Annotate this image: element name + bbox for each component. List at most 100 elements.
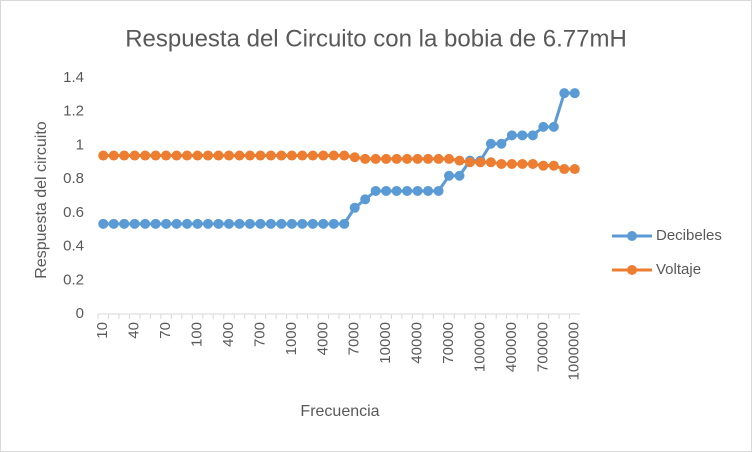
x-tick-label: 40: [126, 322, 143, 339]
point: [161, 218, 172, 229]
point: [265, 218, 276, 229]
point: [171, 218, 182, 229]
point: [328, 150, 339, 161]
y-tick-label: 1: [76, 136, 84, 153]
point: [538, 160, 549, 171]
y-tick-label: 0.4: [63, 238, 84, 255]
point: [527, 158, 538, 169]
point: [360, 194, 371, 205]
point: [98, 150, 109, 161]
point: [527, 130, 538, 141]
point: [391, 153, 402, 164]
x-tick-label: 10000: [377, 322, 394, 364]
point: [171, 150, 182, 161]
point: [454, 155, 465, 166]
point: [517, 158, 528, 169]
point: [150, 218, 161, 229]
x-tick-label: 70000: [440, 322, 457, 364]
x-tick-label: 100000: [471, 322, 488, 372]
point: [496, 138, 507, 149]
point: [423, 185, 434, 196]
y-tick-label: 0.8: [63, 170, 84, 187]
point: [339, 218, 350, 229]
point: [307, 150, 318, 161]
y-tick-label: 0.6: [63, 204, 84, 221]
point: [559, 88, 570, 99]
point: [381, 153, 392, 164]
point: [182, 150, 193, 161]
point: [569, 164, 580, 175]
point: [485, 157, 496, 168]
x-tick-label: 10: [94, 322, 111, 339]
point: [213, 218, 224, 229]
point: [244, 150, 255, 161]
point: [538, 121, 549, 132]
point: [559, 164, 570, 175]
point: [506, 158, 517, 169]
point: [318, 150, 329, 161]
x-tick-label: 7000: [346, 322, 363, 355]
point: [475, 157, 486, 168]
x-tick-label: 400000: [503, 322, 520, 372]
x-tick-label: 70: [157, 322, 174, 339]
y-tick-label: 1.2: [63, 103, 84, 120]
point: [444, 153, 455, 164]
x-tick-label: 700000: [534, 322, 551, 372]
point: [150, 150, 161, 161]
point: [402, 153, 413, 164]
x-tick-label: 1000: [283, 322, 300, 355]
point: [255, 150, 266, 161]
x-tick-label: 1000000: [566, 322, 583, 380]
point: [192, 150, 203, 161]
point: [223, 218, 234, 229]
point: [255, 218, 266, 229]
point: [129, 150, 140, 161]
point: [391, 185, 402, 196]
point: [244, 218, 255, 229]
point: [129, 218, 140, 229]
point: [213, 150, 224, 161]
point: [349, 152, 360, 163]
series-line: [103, 154, 575, 171]
point: [433, 153, 444, 164]
point: [444, 170, 455, 181]
x-axis-label: Frecuencia: [300, 403, 379, 420]
legend-label: Decibeles: [656, 227, 722, 244]
point: [192, 218, 203, 229]
point: [423, 153, 434, 164]
point: [569, 88, 580, 99]
point: [297, 218, 308, 229]
point: [454, 170, 465, 181]
point: [548, 160, 559, 171]
point: [140, 150, 151, 161]
point: [339, 150, 350, 161]
point: [276, 150, 287, 161]
point: [517, 130, 528, 141]
x-tick-label: 700: [251, 322, 268, 347]
point: [370, 185, 381, 196]
point: [506, 130, 517, 141]
point: [234, 150, 245, 161]
point: [328, 218, 339, 229]
point: [108, 218, 119, 229]
point: [182, 218, 193, 229]
point: [496, 158, 507, 169]
x-tick-label: 4000: [314, 322, 331, 355]
point: [234, 218, 245, 229]
x-tick-label: 400: [220, 322, 237, 347]
point: [286, 150, 297, 161]
point: [360, 153, 371, 164]
y-tick-label: 0.2: [63, 271, 84, 288]
y-axis-label: Respuesta del circuito: [33, 121, 50, 279]
point: [140, 218, 151, 229]
point: [161, 150, 172, 161]
point: [412, 153, 423, 164]
point: [119, 218, 130, 229]
point: [307, 218, 318, 229]
point: [485, 138, 496, 149]
point: [318, 218, 329, 229]
point: [98, 218, 109, 229]
point: [286, 218, 297, 229]
y-tick-label: 1.4: [63, 69, 84, 86]
